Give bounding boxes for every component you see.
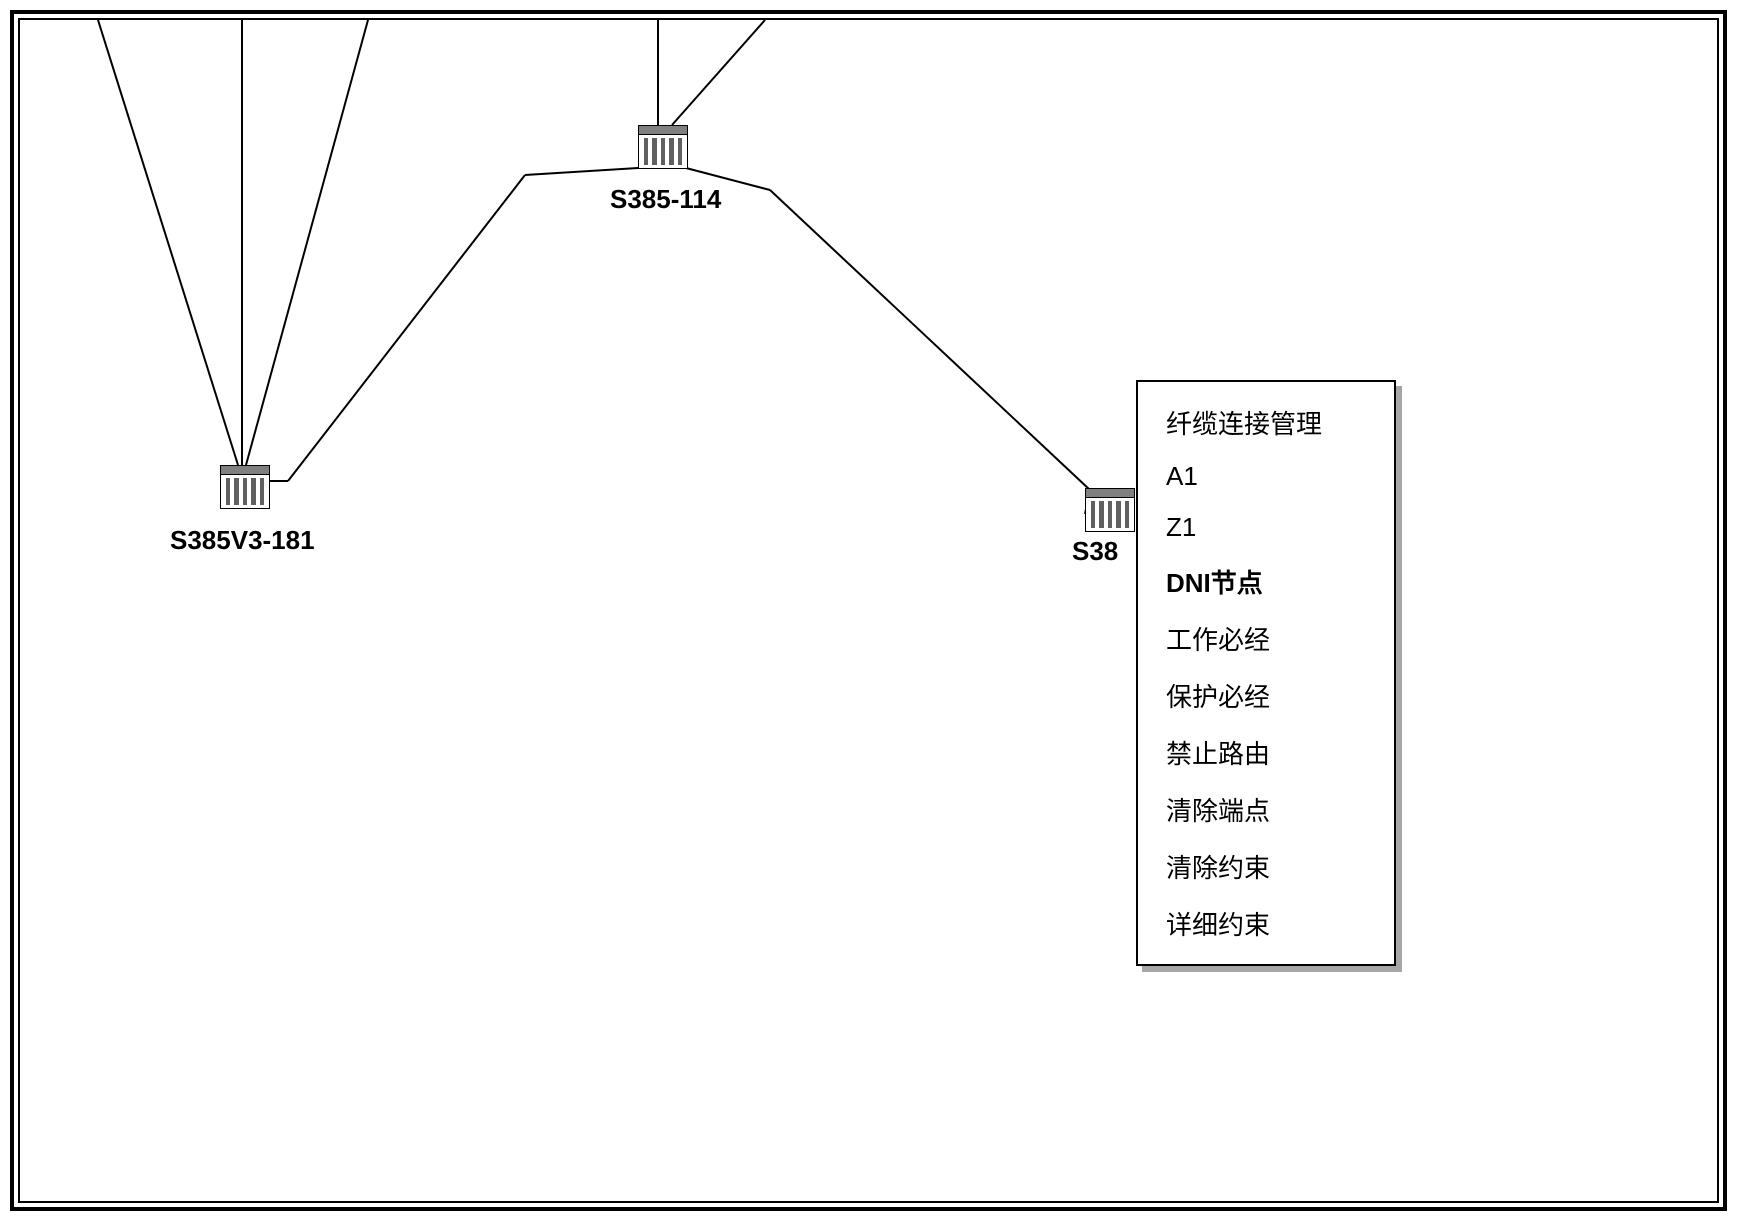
device-icon-bar (243, 478, 247, 505)
network-node[interactable] (220, 465, 270, 509)
device-icon-body (1085, 498, 1135, 532)
edge (98, 20, 238, 465)
context-menu-item[interactable]: 禁止路由 (1138, 724, 1394, 781)
context-menu: 纤缆连接管理A1Z1DNI节点工作必经保护必经禁止路由清除端点清除约束详细约束 (1136, 380, 1396, 966)
network-node[interactable] (638, 125, 688, 169)
device-icon-bar (652, 138, 656, 165)
edge (288, 175, 525, 481)
device-icon-bar (1108, 501, 1112, 528)
context-menu-item[interactable]: 详细约束 (1138, 895, 1394, 952)
device-icon (220, 465, 270, 509)
device-icon-bar (661, 138, 665, 165)
context-menu-item[interactable]: DNI节点 (1138, 553, 1394, 610)
node-label: S38 (1072, 536, 1118, 567)
edge (672, 20, 765, 125)
device-icon-top (220, 465, 270, 475)
context-menu-item[interactable]: 纤缆连接管理 (1138, 394, 1394, 451)
device-icon-bar (1125, 501, 1129, 528)
device-icon-bar (644, 138, 648, 165)
device-icon-top (638, 125, 688, 135)
node-label: S385V3-181 (170, 525, 315, 556)
context-menu-item[interactable]: Z1 (1138, 502, 1394, 553)
device-icon-bar (678, 138, 682, 165)
edges-layer (20, 20, 1717, 1201)
inner-frame: S385V3-181 S385-114 S38 纤缆连接管理A1Z1DNI节点工作必… (18, 18, 1719, 1203)
device-icon-bar (1099, 501, 1103, 528)
device-icon-body (638, 135, 688, 169)
context-menu-item[interactable]: A1 (1138, 451, 1394, 502)
context-menu-item[interactable]: 工作必经 (1138, 610, 1394, 667)
device-icon-bar (669, 138, 673, 165)
device-icon-top (1085, 488, 1135, 498)
edge (525, 168, 638, 175)
context-menu-item[interactable]: 清除端点 (1138, 781, 1394, 838)
device-icon-bar (251, 478, 255, 505)
device-icon-bar (1091, 501, 1095, 528)
diagram-canvas: S385V3-181 S385-114 S38 纤缆连接管理A1Z1DNI节点工作必… (20, 20, 1717, 1201)
device-icon (1085, 488, 1135, 532)
device-icon (638, 125, 688, 169)
outer-frame: S385V3-181 S385-114 S38 纤缆连接管理A1Z1DNI节点工作必… (10, 10, 1727, 1211)
device-icon-bar (226, 478, 230, 505)
edge (770, 190, 1090, 490)
node-label: S385-114 (610, 184, 721, 215)
context-menu-item[interactable]: 保护必经 (1138, 667, 1394, 724)
device-icon-bar (1116, 501, 1120, 528)
edge (246, 20, 368, 465)
device-icon-body (220, 475, 270, 509)
device-icon-bar (260, 478, 264, 505)
network-node[interactable] (1085, 488, 1135, 532)
context-menu-item[interactable]: 清除约束 (1138, 838, 1394, 895)
device-icon-bar (234, 478, 238, 505)
